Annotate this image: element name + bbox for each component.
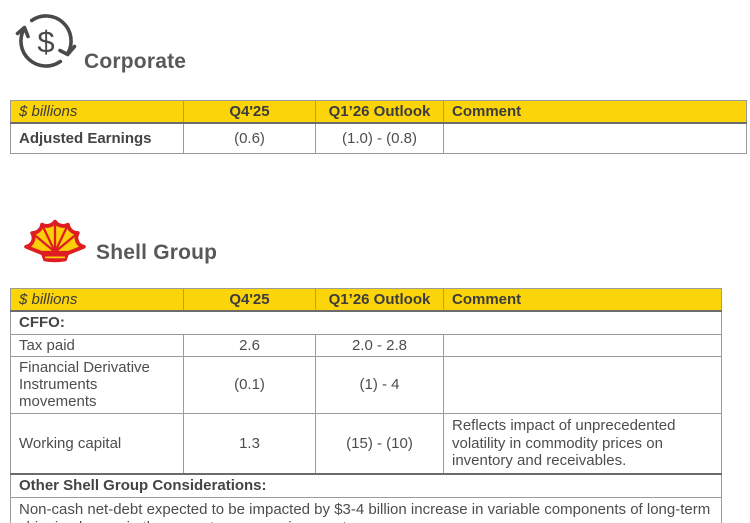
column-header-comment: Comment: [443, 288, 722, 313]
q1-outlook-value: (15) - (10): [315, 412, 444, 475]
column-header-billions: $ billions: [10, 288, 184, 313]
shell-group-table: $ billions Q4'25 Q1’26 Outlook Comment C…: [10, 288, 722, 523]
row-label: Working capital: [10, 412, 184, 475]
row-label: Adjusted Earnings: [10, 122, 184, 154]
dollar-symbol: $: [37, 25, 54, 60]
corporate-table-header-row: $ billions Q4'25 Q1’26 Outlook Comment: [10, 100, 747, 125]
q1-outlook-value: 2.0 - 2.8: [315, 333, 444, 357]
column-header-billions: $ billions: [10, 100, 184, 125]
row-label: Financial Derivative Instruments movemen…: [10, 355, 184, 414]
table-row-financial-derivative: Financial Derivative Instruments movemen…: [10, 355, 722, 414]
other-considerations-note: Non-cash net-debt expected to be impacte…: [10, 496, 722, 523]
q4-value: (0.6): [183, 122, 316, 154]
column-header-q1-26-outlook: Q1’26 Outlook: [315, 100, 444, 125]
q1-outlook-value: (1) - 4: [315, 355, 444, 414]
cffo-section-label: CFFO:: [10, 310, 722, 335]
column-header-comment: Comment: [443, 100, 747, 125]
comment-value: Reflects impact of unprecedented volatil…: [443, 412, 722, 475]
column-header-q1-26-outlook: Q1’26 Outlook: [315, 288, 444, 313]
q1-outlook-value: (1.0) - (0.8): [315, 122, 444, 154]
shell-pecten-logo: [17, 192, 93, 273]
section-title-corporate: Corporate: [84, 50, 187, 73]
dollar-cycle-icon: $: [13, 7, 83, 80]
q4-value: 1.3: [183, 412, 316, 475]
comment-value: [443, 355, 722, 414]
comment-value: [443, 122, 747, 154]
table-row-working-capital: Working capital 1.3 (15) - (10) Reflects…: [10, 412, 722, 475]
column-header-q4-25: Q4'25: [183, 100, 316, 125]
other-considerations-label: Other Shell Group Considerations:: [10, 473, 722, 498]
shell-group-table-header-row: $ billions Q4'25 Q1’26 Outlook Comment: [10, 288, 722, 313]
q4-value: 2.6: [183, 333, 316, 357]
section-row-cffo: CFFO:: [10, 310, 722, 335]
column-header-q4-25: Q4'25: [183, 288, 316, 313]
comment-value: [443, 333, 722, 357]
row-label: Tax paid: [10, 333, 184, 357]
table-row-other-note: Non-cash net-debt expected to be impacte…: [10, 496, 722, 523]
table-row-adjusted-earnings: Adjusted Earnings (0.6) (1.0) - (0.8): [10, 122, 747, 154]
table-row-tax-paid: Tax paid 2.6 2.0 - 2.8: [10, 333, 722, 357]
corporate-table: $ billions Q4'25 Q1’26 Outlook Comment A…: [10, 100, 747, 154]
section-row-other-considerations: Other Shell Group Considerations:: [10, 473, 722, 498]
q4-value: (0.1): [183, 355, 316, 414]
section-title-shell-group: Shell Group: [96, 241, 218, 264]
